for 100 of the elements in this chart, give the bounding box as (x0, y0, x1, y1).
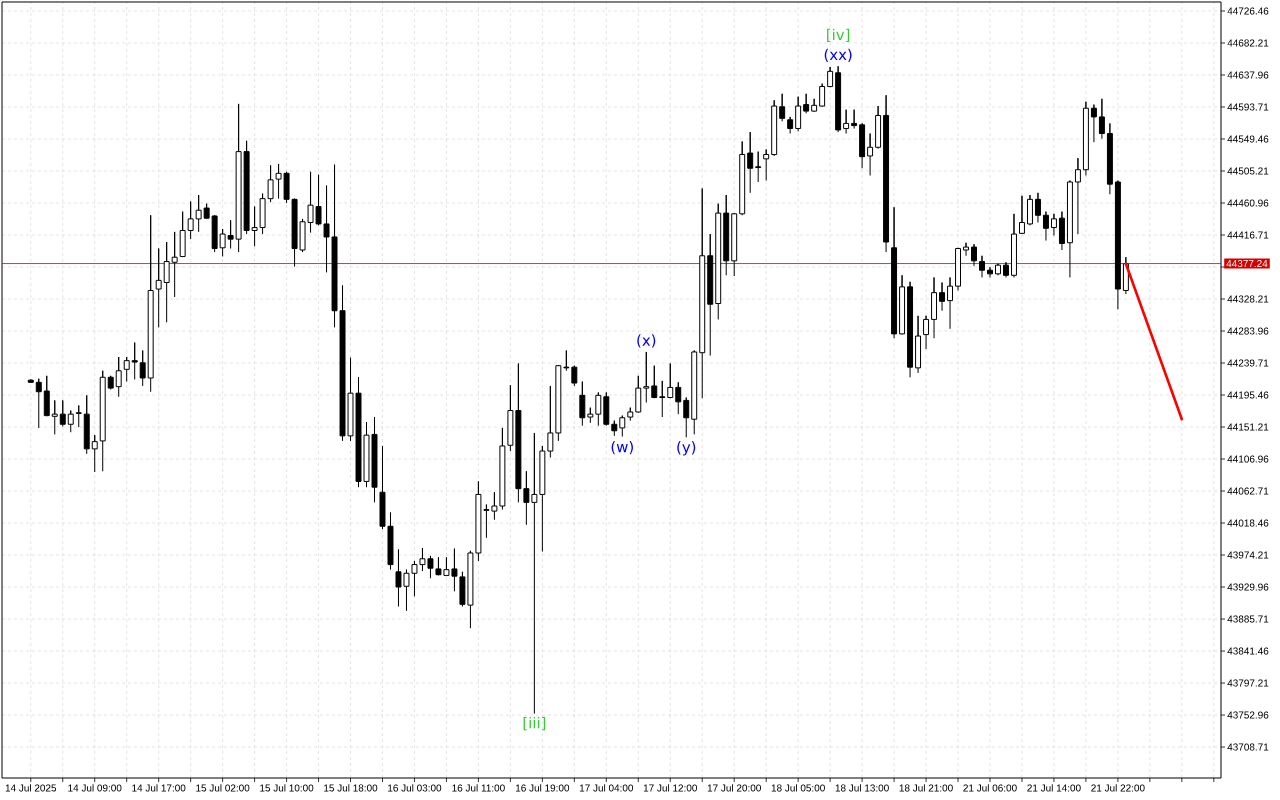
candlestick (1042, 211, 1049, 242)
x-tick-label: 15 Jul 10:00 (260, 784, 314, 792)
candlestick (139, 350, 146, 387)
candlestick (955, 247, 961, 291)
candlestick (771, 99, 778, 157)
x-tick-label: 16 Jul 03:00 (388, 784, 442, 792)
candlestick (619, 415, 626, 438)
candlestick (699, 188, 706, 399)
x-tick-label: 21 Jul 06:00 (963, 784, 1017, 792)
x-tick-label: 16 Jul 11:00 (452, 784, 505, 792)
candlestick (1106, 122, 1113, 195)
y-tick-label: 43797.21 (1227, 679, 1269, 687)
x-tick-label: 18 Jul 21:00 (899, 784, 953, 792)
x-tick-label: 21 Jul 14:00 (1027, 784, 1081, 792)
candlestick (963, 242, 969, 257)
annotation: [iv] (827, 28, 850, 42)
candlestick (571, 365, 578, 387)
candlestick (59, 399, 66, 427)
candlestick (939, 282, 946, 312)
candlestick (915, 315, 922, 374)
candlestick (739, 141, 746, 216)
x-tick-label: 15 Jul 18:00 (324, 784, 378, 792)
candlestick (819, 83, 826, 108)
candlestick (195, 194, 202, 233)
candlestick (83, 394, 90, 455)
y-tick-label: 44682.21 (1227, 39, 1269, 47)
y-tick-label: 44106.96 (1227, 455, 1269, 463)
y-tick-label: 44549.46 (1227, 135, 1269, 143)
candlestick (715, 203, 722, 320)
candlestick (43, 375, 50, 417)
candlestick (123, 356, 130, 383)
candlestick (1003, 261, 1009, 278)
candlestick (907, 281, 914, 378)
candlestick (75, 404, 82, 428)
candlestick (827, 66, 834, 88)
x-tick-label: 14 Jul 17:00 (132, 784, 186, 792)
y-tick-label: 44726.46 (1227, 7, 1269, 15)
candlestick (875, 105, 882, 150)
candlestick (931, 276, 938, 339)
y-tick-label: 44637.96 (1227, 71, 1269, 79)
y-tick-label: 44018.46 (1227, 519, 1269, 527)
candlestick (723, 194, 730, 276)
candlestick (747, 131, 754, 194)
candlestick (579, 381, 586, 427)
x-tick-label: 17 Jul 20:00 (707, 784, 761, 792)
y-tick-label: 44328.21 (1227, 295, 1269, 303)
x-tick-label: 21 Jul 22:00 (1091, 784, 1145, 792)
candlestick (595, 391, 602, 427)
y-tick-label: 44195.46 (1227, 391, 1269, 399)
x-tick-label: 15 Jul 02:00 (196, 784, 250, 792)
candlestick (835, 65, 842, 133)
candlestick (147, 214, 154, 393)
candlestick (51, 399, 58, 435)
candlestick (1011, 213, 1017, 278)
candlestick (1018, 195, 1025, 235)
x-tick-label: 14 Jul 09:00 (68, 784, 122, 792)
candlestick (859, 122, 866, 169)
candlestick (115, 356, 122, 398)
candlestick (1074, 157, 1081, 235)
candlestick (947, 276, 954, 330)
y-tick-label: 43974.21 (1227, 551, 1269, 559)
candlestick (803, 93, 810, 114)
candlestick (1026, 194, 1033, 226)
candlestick (171, 231, 178, 298)
candlestick (883, 94, 890, 253)
candlestick (1058, 211, 1065, 251)
candlestick (659, 380, 666, 418)
annotation: (y) (677, 441, 696, 456)
y-tick-label: 44460.96 (1227, 199, 1269, 207)
candlestick (187, 201, 194, 240)
y-tick-label: 43841.46 (1227, 647, 1269, 655)
x-tick-label: 18 Jul 13:00 (835, 784, 889, 792)
candlestick (547, 385, 554, 459)
candlestick (707, 233, 714, 357)
y-tick-label: 43929.96 (1227, 583, 1269, 591)
candlestick (163, 241, 170, 323)
candlestick (539, 445, 546, 553)
candlestick (155, 248, 162, 328)
candlestick (675, 381, 682, 415)
candlestick (179, 211, 186, 258)
candlestick (995, 263, 1001, 276)
candlestick (1050, 213, 1057, 237)
candlestick (635, 375, 642, 414)
y-tick-label: 44593.71 (1227, 103, 1269, 111)
y-tick-label: 43708.71 (1227, 743, 1269, 751)
candlestick (1098, 98, 1105, 140)
candlestick (667, 363, 674, 399)
annotation: [iii] (523, 716, 546, 731)
annotation: (w) (611, 440, 633, 455)
candlestick (691, 350, 698, 435)
candlestick (891, 206, 898, 339)
candlestick (563, 350, 570, 372)
x-tick-label: 16 Jul 19:00 (515, 784, 570, 792)
x-tick-label: 14 Jul 2025 (5, 784, 57, 792)
candlestick (627, 407, 634, 422)
y-tick-label: 43752.96 (1227, 711, 1269, 719)
candlestick (643, 351, 650, 404)
candlestick (1114, 180, 1121, 310)
annotation: (xx) (824, 48, 852, 62)
y-tick-label: 44062.71 (1227, 487, 1269, 495)
